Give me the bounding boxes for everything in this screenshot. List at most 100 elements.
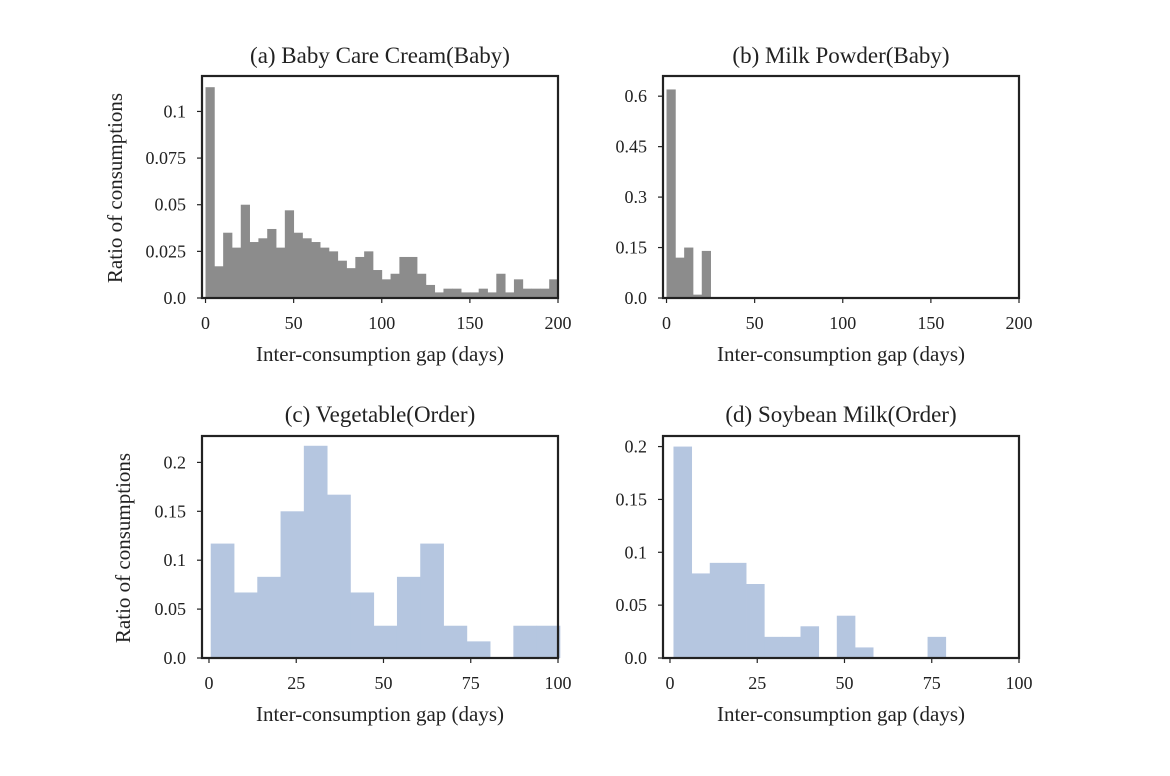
bar — [764, 636, 783, 658]
y-tick-label: 0.1 — [625, 542, 648, 562]
bar — [727, 562, 747, 658]
bar — [854, 647, 874, 658]
y-tick-label: 0.0 — [164, 288, 187, 308]
bar-group — [666, 89, 711, 298]
bar — [249, 242, 259, 298]
bar — [276, 247, 286, 298]
bar — [487, 292, 497, 298]
bar — [675, 257, 685, 298]
x-axis-label: Inter-consumption gap (days) — [717, 342, 965, 366]
bar — [513, 279, 524, 298]
bar — [337, 260, 347, 298]
bar — [666, 89, 676, 298]
bar — [701, 250, 711, 298]
bar — [396, 576, 421, 658]
y-axis-label: Ratio of consumptions — [103, 93, 127, 283]
x-tick-label: 50 — [374, 673, 392, 693]
bar — [327, 494, 351, 658]
plot-frame — [200, 74, 560, 300]
bar-group — [205, 87, 559, 298]
y-tick-label: 0.05 — [616, 595, 648, 615]
panel-title: (b) Milk Powder(Baby) — [732, 43, 949, 68]
bar — [709, 562, 729, 658]
bar — [469, 292, 480, 298]
x-tick-label: 200 — [545, 313, 572, 333]
x-axis-label: Inter-consumption gap (days) — [256, 342, 504, 366]
bar — [257, 576, 281, 658]
bar — [420, 543, 444, 658]
x-tick-label: 100 — [829, 313, 856, 333]
bar — [355, 256, 365, 298]
bar — [390, 273, 400, 298]
y-tick-label: 0.3 — [625, 187, 648, 207]
x-tick-label: 0 — [204, 673, 213, 693]
x-tick-label: 150 — [456, 313, 483, 333]
bar — [364, 251, 374, 298]
bar — [461, 292, 471, 298]
plot-frame — [200, 434, 560, 660]
axis-ticks: 0 25 50 75 100 0.0 0.05 0.1 0.15 0.2 — [616, 437, 1033, 693]
x-tick-label: 0 — [662, 313, 671, 333]
plot-frame — [661, 74, 1021, 300]
y-tick-label: 0.0 — [625, 288, 648, 308]
bar — [258, 238, 268, 298]
x-tick-label: 25 — [287, 673, 305, 693]
bar-group — [673, 446, 947, 658]
bar — [549, 279, 559, 298]
x-tick-label: 100 — [545, 673, 572, 693]
y-tick-label: 0.15 — [155, 501, 187, 521]
x-tick-label: 0 — [201, 313, 210, 333]
y-tick-label: 0.025 — [146, 241, 187, 261]
plot-frame — [661, 434, 1021, 660]
bar — [434, 292, 444, 298]
bar — [836, 615, 856, 658]
bar — [478, 288, 488, 298]
bar — [746, 584, 765, 658]
bar — [234, 592, 258, 658]
bar — [800, 626, 820, 658]
bar — [373, 625, 398, 658]
y-tick-label: 0.2 — [625, 437, 648, 457]
bar — [303, 445, 328, 658]
x-axis-label: Inter-consumption gap (days) — [717, 702, 965, 726]
x-tick-label: 100 — [1006, 673, 1033, 693]
y-tick-label: 0.1 — [164, 101, 187, 121]
bar — [536, 625, 561, 658]
bar — [240, 204, 250, 298]
bar — [284, 210, 295, 298]
y-tick-label: 0.15 — [616, 238, 648, 258]
bar — [466, 641, 491, 658]
bar — [531, 288, 541, 298]
x-tick-label: 200 — [1006, 313, 1033, 333]
bar-group — [210, 445, 561, 658]
panel-b: (b) Milk Powder(Baby) 0 50 100 150 200 0.0 0.1… — [616, 43, 1033, 366]
y-tick-label: 0.075 — [146, 148, 187, 168]
x-tick-label: 75 — [462, 673, 480, 693]
bar — [522, 288, 532, 298]
x-tick-label: 50 — [835, 673, 853, 693]
bar — [782, 636, 801, 658]
x-tick-label: 100 — [368, 313, 395, 333]
x-axis-label: Inter-consumption gap (days) — [256, 702, 504, 726]
bar — [417, 273, 427, 298]
bar — [302, 238, 312, 298]
y-tick-label: 0.6 — [625, 86, 648, 106]
bar — [927, 636, 947, 658]
bar — [673, 446, 693, 658]
y-tick-label: 0.0 — [164, 648, 187, 668]
y-tick-label: 0.45 — [616, 137, 648, 157]
bar — [311, 242, 321, 298]
bar — [205, 87, 215, 298]
bar — [425, 284, 436, 298]
panel-c: (c) Vegetable(Order) 0 25 50 75 100 0.0 0.05 0.… — [111, 402, 572, 726]
bar — [691, 573, 711, 658]
x-tick-label: 50 — [746, 313, 764, 333]
y-tick-label: 0.1 — [164, 550, 187, 570]
bar — [381, 279, 391, 298]
bar — [372, 270, 383, 298]
bar — [513, 625, 538, 658]
bar — [346, 268, 356, 298]
bar — [408, 256, 418, 298]
y-tick-label: 0.2 — [164, 452, 187, 472]
